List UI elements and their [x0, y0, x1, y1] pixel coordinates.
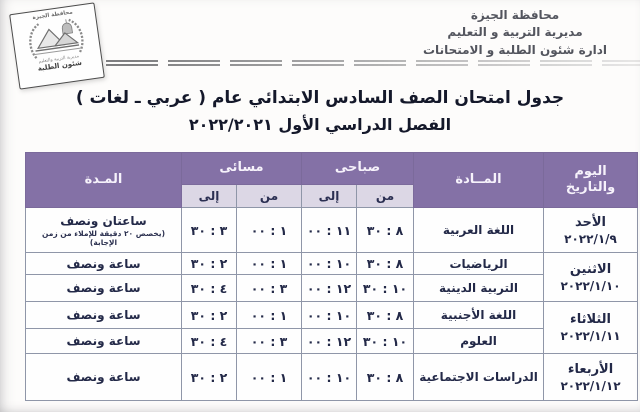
subject-cell: الرياضيات — [413, 252, 545, 275]
duration-cell: ساعة ونصف — [25, 353, 182, 401]
administration-name: ادارة شئون الطلبة و الامتحانات — [423, 42, 607, 57]
col-header-duration: المـدة — [25, 152, 182, 208]
morning-to-cell: ١١ : ٠٠ — [301, 207, 358, 253]
duration-note: (يخصص ٢٠ دقيقة للإملاء من زمن الإجابة) — [41, 228, 166, 247]
subject-cell: التربية الدينية — [413, 274, 545, 302]
subject-cell: اللغة العربية — [413, 207, 545, 253]
evening-to-cell: ٢ : ٣٠ — [180, 353, 238, 401]
subject-cell: العلوم — [413, 328, 545, 354]
directorate-name: مديرية التربية و التعليم — [447, 25, 583, 40]
table-row: الأحد ٢٠٢٢/١/٩ اللغة العربية ٨ : ٣٠ ١١ :… — [25, 207, 639, 253]
col-header-evening: مسائى — [180, 152, 303, 185]
col-header-morning: صباحى — [301, 152, 415, 185]
evening-to-cell: ٤ : ٣٠ — [180, 328, 238, 354]
morning-from-cell: ٨ : ٣٠ — [356, 301, 415, 329]
header-row-main: اليوم والتاريخ المــادة صباحى مسائى المـ… — [25, 152, 639, 208]
evening-from-header: من — [236, 184, 303, 208]
evening-to-header: إلى — [180, 184, 238, 208]
day-cell-sunday: الأحد ٢٠٢٢/١/٩ — [543, 207, 639, 253]
evening-to-cell: ٣ : ٣٠ — [180, 207, 238, 253]
evening-to-cell: ٢ : ٣٠ — [180, 301, 238, 329]
evening-from-cell: ١ : ٠٠ — [236, 207, 303, 253]
morning-to-header: إلى — [301, 184, 358, 208]
header-row-sub: من إلى من إلى — [26, 184, 638, 208]
morning-from-cell: ٨ : ٣٠ — [356, 353, 415, 401]
wreath-pyramids-emblem-icon — [22, 14, 89, 63]
title-line-1: جدول امتحان الصف السادس الابتدائي عام ( … — [75, 88, 565, 108]
duration-cell: ساعة ونصف — [25, 274, 182, 302]
morning-from-header: من — [356, 184, 415, 208]
morning-to-cell: ١٠ : ٠٠ — [301, 301, 358, 329]
day-cell-wednesday: الأربعاء ٢٠٢٢/١/١٢ — [543, 353, 639, 401]
table-row: التربية الدينية ١٠ : ٣٠ ١٢ : ٠٠ ٣ : ٠٠ ٤… — [25, 274, 638, 302]
evening-to-cell: ٤ : ٣٠ — [180, 274, 238, 302]
morning-from-cell: ٨ : ٣٠ — [356, 252, 415, 275]
day-cell-tuesday: الثلاثاء ٢٠٢٢/١/١١ — [543, 301, 639, 354]
duration-cell: ساعة ونصف — [25, 301, 182, 329]
morning-to-cell: ١٠ : ٠٠ — [301, 353, 358, 401]
duration-cell: ساعة ونصف — [25, 252, 182, 275]
day-cell-monday: الاثنين ٢٠٢٢/١/١٠ — [543, 252, 639, 302]
exam-schedule-table: اليوم والتاريخ المــادة صباحى مسائى المـ… — [25, 152, 639, 401]
title-line-2: الفصل الدراسي الأول ٢٠٢٢/٢٠٢١ — [188, 115, 452, 134]
table-row: الأربعاء ٢٠٢٢/١/١٢ الدراسات الاجتماعية ٨… — [25, 353, 639, 401]
col-header-subject: المــادة — [413, 152, 545, 208]
evening-from-cell: ١ : ٠٠ — [236, 353, 303, 401]
table-row: الاثنين ٢٠٢٢/١/١٠ الرياضيات ٨ : ٣٠ ١٠ : … — [25, 252, 639, 302]
morning-from-cell: ٨ : ٣٠ — [356, 207, 415, 253]
table-row: الثلاثاء ٢٠٢٢/١/١١ اللغة الأجنبية ٨ : ٣٠… — [25, 301, 639, 354]
morning-to-cell: ١٢ : ٠٠ — [301, 328, 358, 354]
col-header-day: اليوم والتاريخ — [543, 152, 639, 208]
duration-cell: ساعتان ونصف (يخصص ٢٠ دقيقة للإملاء من زم… — [25, 207, 182, 253]
evening-to-cell: ٢ : ٣٠ — [180, 252, 238, 275]
evening-from-cell: ٣ : ٠٠ — [236, 328, 303, 354]
evening-from-cell: ١ : ٠٠ — [236, 301, 303, 329]
morning-from-cell: ١٠ : ٣٠ — [356, 274, 415, 302]
subject-cell: اللغة الأجنبية — [413, 301, 545, 329]
morning-from-cell: ١٠ : ٣٠ — [356, 328, 415, 354]
document-title: جدول امتحان الصف السادس الابتدائي عام ( … — [0, 88, 640, 134]
morning-to-cell: ١٠ : ٠٠ — [301, 252, 358, 275]
subject-cell: الدراسات الاجتماعية — [413, 353, 545, 401]
evening-from-cell: ١ : ٠٠ — [236, 252, 303, 275]
official-stamp: محافظة الجيزة مديرية التربية والتعليم شئ… — [9, 2, 105, 90]
morning-to-cell: ١٢ : ٠٠ — [301, 274, 358, 302]
government-header: محافظة الجيزة مديرية التربية و التعليم ا… — [400, 7, 630, 59]
duration-cell: ساعة ونصف — [25, 328, 182, 354]
evening-from-cell: ٣ : ٠٠ — [236, 274, 303, 302]
dashed-divider-line — [106, 60, 640, 67]
governorate-name: محافظة الجيزة — [470, 8, 560, 22]
